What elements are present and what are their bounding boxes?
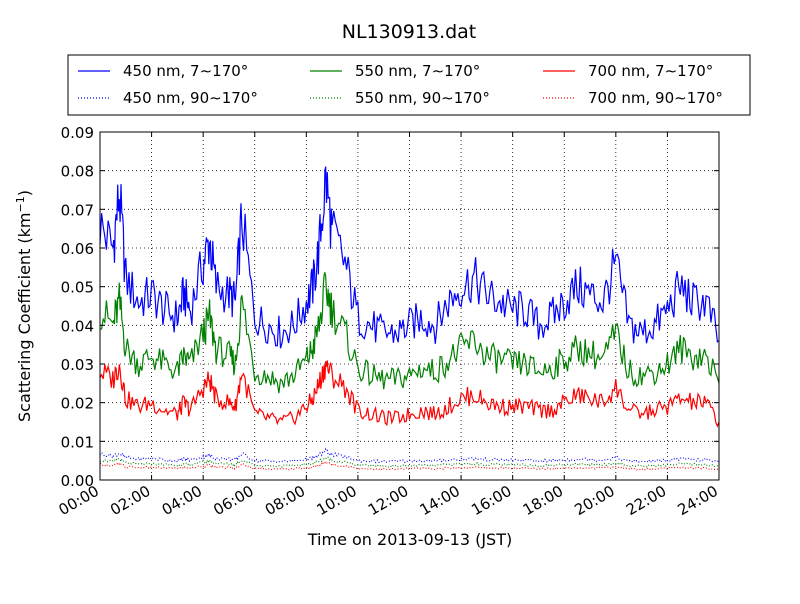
y-tick-label: 0.01 — [61, 433, 94, 451]
y-tick-labels: 0.00 0.01 0.02 0.03 0.04 0.05 0.06 0.07 0.08 0.09 — [61, 124, 94, 490]
y-axis-label-main: Scattering Coefficient (km — [15, 212, 34, 422]
legend-label-2: 700 nm, 7∼170° — [588, 62, 713, 80]
y-tick-label: 0.03 — [61, 356, 94, 374]
y-tick-label: 0.00 — [61, 472, 94, 490]
series-line-0 — [99, 166, 720, 349]
x-axis-label: Time on 2013-09-13 (JST) — [307, 530, 512, 549]
y-axis-label-close: ) — [15, 190, 34, 196]
legend-label-4: 550 nm, 90∼170° — [355, 89, 490, 107]
y-tick-label: 0.05 — [61, 279, 94, 297]
axis-ticks — [99, 131, 720, 481]
legend-frame — [67, 54, 751, 116]
chart-title: NL130913.dat — [342, 21, 477, 43]
series-line-4 — [99, 456, 720, 468]
y-tick-label: 0.02 — [61, 395, 94, 413]
y-tick-label: 0.08 — [61, 163, 94, 181]
series-line-5 — [99, 461, 720, 471]
y-tick-label: 0.04 — [61, 317, 94, 335]
y-tick-label: 0.07 — [61, 201, 94, 219]
plot-background — [100, 132, 719, 480]
legend-label-0: 450 nm, 7∼170° — [123, 62, 248, 80]
series-line-1 — [99, 272, 720, 394]
legend: 450 nm, 7∼170° 550 nm, 7∼170° 700 nm, 7∼17… — [67, 54, 751, 116]
legend-items: 450 nm, 7∼170° 550 nm, 7∼170° 700 nm, 7∼17… — [78, 62, 723, 107]
series-layer — [99, 166, 720, 471]
series-line-2 — [99, 360, 720, 428]
y-tick-label: 0.06 — [61, 240, 94, 258]
legend-label-1: 550 nm, 7∼170° — [355, 62, 480, 80]
y-axis-label-superscript: −1 — [14, 196, 27, 212]
plot-area: 0.00 0.01 0.02 0.03 0.04 0.05 0.06 0.07 0.08 0.09… — [56, 124, 721, 519]
legend-label-5: 700 nm, 90∼170° — [588, 89, 723, 107]
y-tick-label: 0.09 — [61, 124, 94, 142]
legend-label-3: 450 nm, 90∼170° — [123, 89, 258, 107]
y-axis-label: Scattering Coefficient (km−1) — [14, 190, 34, 422]
